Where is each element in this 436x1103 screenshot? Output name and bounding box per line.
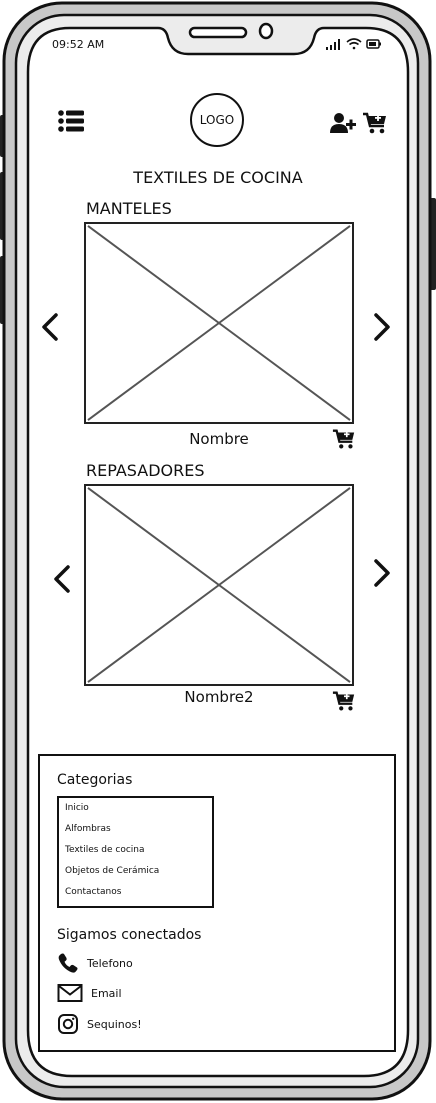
social-link-email[interactable]: Email — [57, 982, 122, 1004]
page-title: TEXTILES DE COCINA — [133, 168, 303, 187]
chevron-left-icon[interactable] — [40, 312, 60, 342]
section-title-manteles: MANTELES — [86, 199, 172, 218]
footer — [38, 754, 396, 1052]
add-to-cart-icon[interactable] — [332, 428, 356, 450]
chevron-right-icon[interactable] — [372, 312, 392, 342]
add-to-cart-icon[interactable] — [332, 690, 356, 712]
category-item-objetos-de-ceramica[interactable]: Objetos de Cerámica — [65, 866, 160, 876]
image-placeholder — [84, 222, 354, 424]
add-to-cart-icon[interactable] — [362, 112, 388, 134]
image-placeholder — [84, 484, 354, 686]
wifi-icon — [346, 38, 362, 50]
phone-icon — [58, 953, 78, 973]
chevron-left-icon[interactable] — [52, 564, 72, 594]
categories-list: Inicio Alfombras Textiles de cocina Obje… — [57, 796, 214, 908]
product-name[interactable]: Nombre2 — [184, 688, 254, 706]
category-item-contactanos[interactable]: Contactanos — [65, 887, 122, 897]
category-item-alfombras[interactable]: Alfombras — [65, 824, 111, 834]
social-link-instagram[interactable]: Sequinos! — [57, 1013, 142, 1035]
section-title-repasadores: REPASADORES — [86, 461, 205, 480]
logo-text: LOGO — [199, 113, 235, 127]
signal-icon — [326, 39, 340, 50]
battery-icon — [366, 39, 381, 49]
status-icons — [326, 38, 381, 50]
social-label-phone: Telefono — [87, 956, 133, 970]
email-icon — [57, 984, 83, 1002]
chevron-right-icon[interactable] — [372, 558, 392, 588]
add-user-icon[interactable] — [330, 112, 356, 134]
connect-title: Sigamos conectados — [57, 927, 202, 943]
instagram-icon — [58, 1014, 78, 1034]
category-item-textiles-de-cocina[interactable]: Textiles de cocina — [65, 845, 145, 855]
social-label-instagram: Sequinos! — [87, 1017, 142, 1031]
categories-title: Categorias — [57, 772, 133, 788]
social-label-email: Email — [91, 986, 122, 1000]
product-name[interactable]: Nombre — [189, 430, 249, 448]
hamburger-list-icon[interactable] — [58, 110, 84, 132]
logo[interactable]: LOGO — [190, 93, 244, 147]
status-time: 09:52 AM — [52, 38, 105, 51]
social-link-phone[interactable]: Telefono — [57, 952, 133, 974]
category-item-inicio[interactable]: Inicio — [65, 803, 89, 813]
